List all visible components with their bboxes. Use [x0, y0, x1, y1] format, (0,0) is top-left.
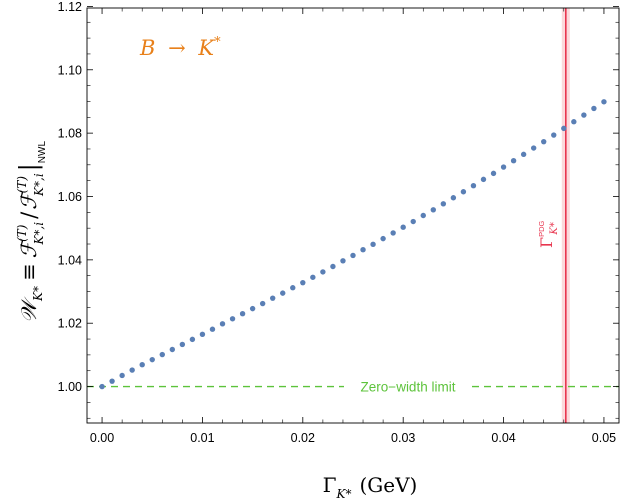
data-point [340, 258, 346, 264]
data-point [350, 252, 356, 259]
data-point [440, 201, 447, 207]
data-point [380, 235, 386, 242]
data-point [159, 351, 165, 358]
y-tick-label: 1.02 [58, 317, 82, 331]
data-point [129, 367, 135, 373]
data-point [561, 125, 567, 132]
data-point [520, 151, 527, 158]
data-point [430, 207, 437, 213]
data-point [229, 316, 236, 322]
data-point [450, 195, 457, 201]
data-point [500, 164, 507, 170]
data-point [330, 263, 336, 270]
process-left: B [139, 36, 155, 60]
data-point [370, 241, 376, 248]
data-point [189, 336, 196, 343]
pdg-label-symbol: Γ [537, 237, 556, 248]
y-den: ℱ [17, 190, 41, 210]
process-right-star: * [214, 35, 221, 50]
data-point [119, 372, 125, 379]
data-point [99, 383, 105, 390]
data-point [530, 145, 537, 151]
data-point [249, 305, 256, 312]
x-tick-label: 0.05 [592, 431, 616, 445]
svg-text:𝒲K*≡ℱ(T)K*,i/ℱ(T)K*,i|NWL: 𝒲K*≡ℱ(T) K*,i/ℱ(T) K*,i|NWL [15, 141, 48, 323]
x-tick-label: 0.04 [491, 431, 515, 445]
data-point [109, 378, 115, 384]
data-point [460, 189, 467, 195]
y-tick-label: 1.10 [58, 63, 82, 77]
data-point [179, 341, 186, 348]
y-den-sub: K*,i [32, 173, 46, 197]
y-num-sub: K*,i [32, 222, 46, 246]
data-point [219, 321, 226, 327]
data-point [239, 311, 246, 317]
data-point [470, 183, 477, 189]
data-point [199, 331, 206, 337]
data-point [310, 274, 316, 280]
data-point [601, 99, 607, 105]
plot-frame [86, 7, 620, 424]
data-point [259, 300, 266, 307]
data-point [269, 295, 276, 301]
process-annotation: B → K* [139, 35, 221, 60]
data-point [290, 285, 296, 291]
data-point [581, 112, 587, 118]
x-tick-label: 0.03 [391, 431, 415, 445]
x-tick-label: 0.02 [291, 431, 315, 445]
y-den-sup: (T) [15, 176, 29, 194]
data-point [400, 224, 406, 230]
process-right-symbol: K [197, 36, 215, 60]
y-bar-sub: NWL [37, 141, 48, 164]
x-axis-label: ΓK* (GeV) [323, 473, 418, 501]
x-axis-unit: (GeV) [359, 473, 417, 497]
data-point [390, 230, 396, 236]
y-tick-label: 1.06 [58, 190, 82, 204]
data-point [420, 212, 426, 219]
y-eq: ≡ [17, 263, 41, 281]
data-point [209, 326, 216, 332]
data-point [280, 290, 286, 296]
y-lhs-sub: K* [31, 286, 45, 302]
data-point [541, 138, 547, 145]
y-num-sup: (T) [15, 224, 29, 242]
data-point [571, 119, 577, 125]
process-arrow: → [168, 36, 186, 60]
data-point [300, 279, 306, 286]
y-tick-label: 1.04 [58, 253, 82, 267]
x-tick-label: 0.00 [90, 431, 114, 445]
data-point [480, 176, 487, 183]
x-tick-label: 0.01 [190, 431, 214, 445]
y-bar: | [15, 163, 44, 171]
y-slash: / [17, 211, 41, 219]
pdg-label-sub: K* [549, 222, 560, 235]
y-tick-label: 1.00 [58, 380, 82, 394]
y-axis-label: 𝒲K*≡ℱ(T) K*,i/ℱ(T) K*,i|NWL [15, 141, 48, 323]
y-tick-label: 1.08 [58, 127, 82, 141]
data-point [510, 157, 517, 164]
data-point [410, 218, 416, 225]
data-point [169, 346, 176, 353]
data-point [320, 269, 326, 275]
y-num: ℱ [17, 238, 41, 258]
x-axis-subscript: K* [336, 487, 352, 501]
pdg-label-sup: PDG [537, 220, 546, 236]
x-axis-symbol: Γ [323, 473, 337, 497]
data-point [149, 356, 155, 363]
zero-width-label: Zero−width limit [361, 380, 456, 395]
y-tick-label: 1.12 [58, 0, 82, 14]
data-point [360, 247, 366, 253]
data-point [139, 362, 145, 368]
data-points [99, 99, 607, 390]
data-point [591, 105, 597, 112]
data-point [490, 170, 497, 177]
data-point [551, 132, 557, 138]
axis-ticks: 0.00 0.01 0.02 0.03 0.04 0.05 1.00 1.02 1.04 1.06… [58, 0, 619, 445]
pdg-width-label: ΓPDG K* [537, 220, 560, 248]
